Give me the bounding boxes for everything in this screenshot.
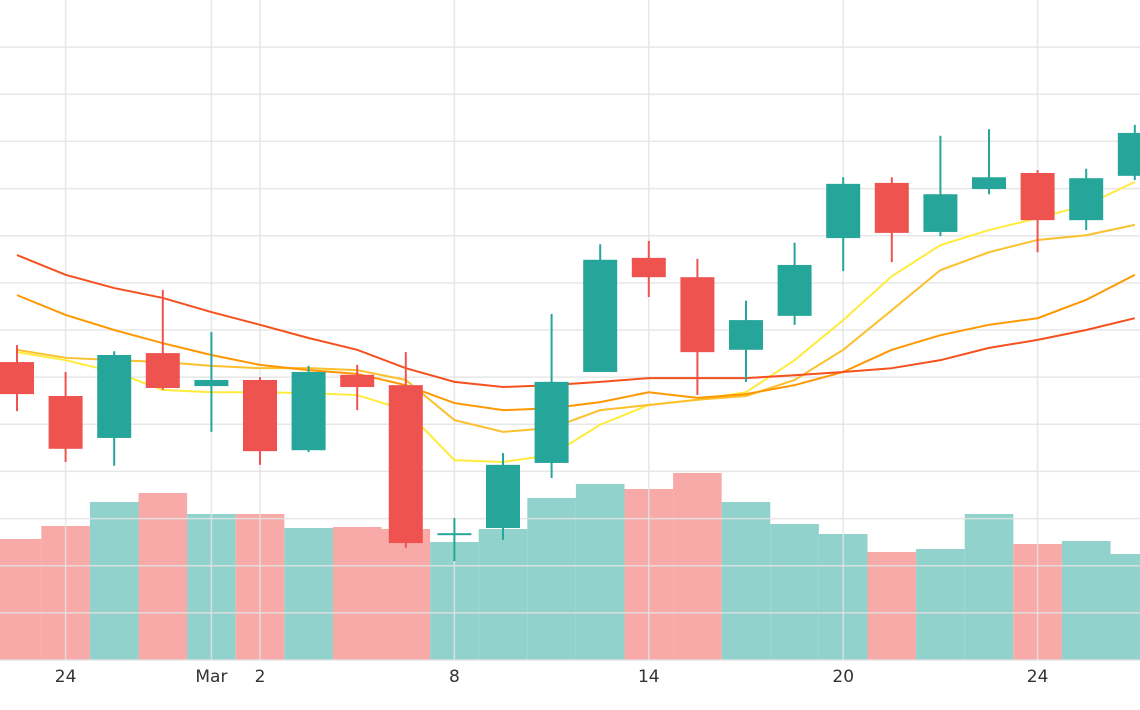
x-tick-label: 24	[1027, 667, 1049, 687]
moving-average-line	[16, 254, 1136, 389]
candle-body	[437, 533, 472, 536]
moving-average-line	[16, 273, 1136, 412]
x-tick-label: Mar	[195, 667, 227, 687]
ma-layer	[16, 181, 1136, 464]
x-tick-label: 24	[55, 667, 77, 687]
candle-body	[583, 259, 618, 372]
candle-body	[243, 379, 277, 452]
volume-bar	[916, 549, 965, 660]
volume-bar	[138, 493, 188, 660]
volume-bar	[89, 502, 139, 660]
candle-body	[534, 381, 569, 463]
volume-bar	[964, 514, 1014, 660]
volume-bar	[478, 529, 528, 660]
volume-bar	[721, 502, 771, 660]
x-tick-label: 14	[638, 667, 660, 687]
candle-body	[97, 354, 132, 438]
volume-bar	[867, 552, 917, 660]
candle-body	[777, 264, 812, 316]
candle-body	[291, 371, 326, 451]
volume-layer	[0, 473, 1140, 660]
volume-bar	[381, 529, 431, 660]
candle-body	[1020, 173, 1055, 221]
candle-body	[194, 379, 229, 387]
candle-body	[0, 362, 34, 395]
x-tick-label: 20	[832, 667, 854, 687]
x-tick-label: 2	[255, 667, 266, 687]
x-axis: 24 Mar 2 8 14 20 24	[55, 667, 1049, 687]
candle-body	[826, 183, 861, 239]
moving-average-line	[16, 181, 1136, 464]
candle-body	[631, 257, 666, 278]
volume-bar	[575, 484, 625, 660]
volume-bar	[284, 528, 333, 660]
volume-bar	[673, 473, 722, 660]
candle-layer	[0, 124, 1140, 561]
candle-body	[145, 353, 180, 388]
candle-body	[48, 396, 83, 449]
candle-body	[340, 374, 375, 388]
candle-body	[923, 194, 958, 232]
volume-bar	[0, 539, 42, 660]
volume-bar	[1110, 554, 1140, 660]
candle-body	[486, 464, 520, 528]
volume-bar	[770, 524, 819, 660]
candle-body	[680, 277, 715, 353]
moving-average-line	[16, 223, 1136, 433]
volume-bar	[332, 527, 382, 660]
candle-body	[1069, 178, 1104, 221]
x-tick-label: 8	[449, 667, 460, 687]
candle-body	[388, 385, 423, 544]
candle-body	[972, 177, 1006, 190]
candle-body	[729, 320, 763, 350]
volume-bar	[1061, 541, 1111, 660]
volume-bar	[527, 498, 576, 660]
candle-body	[1117, 132, 1140, 176]
candle-body	[874, 182, 909, 233]
